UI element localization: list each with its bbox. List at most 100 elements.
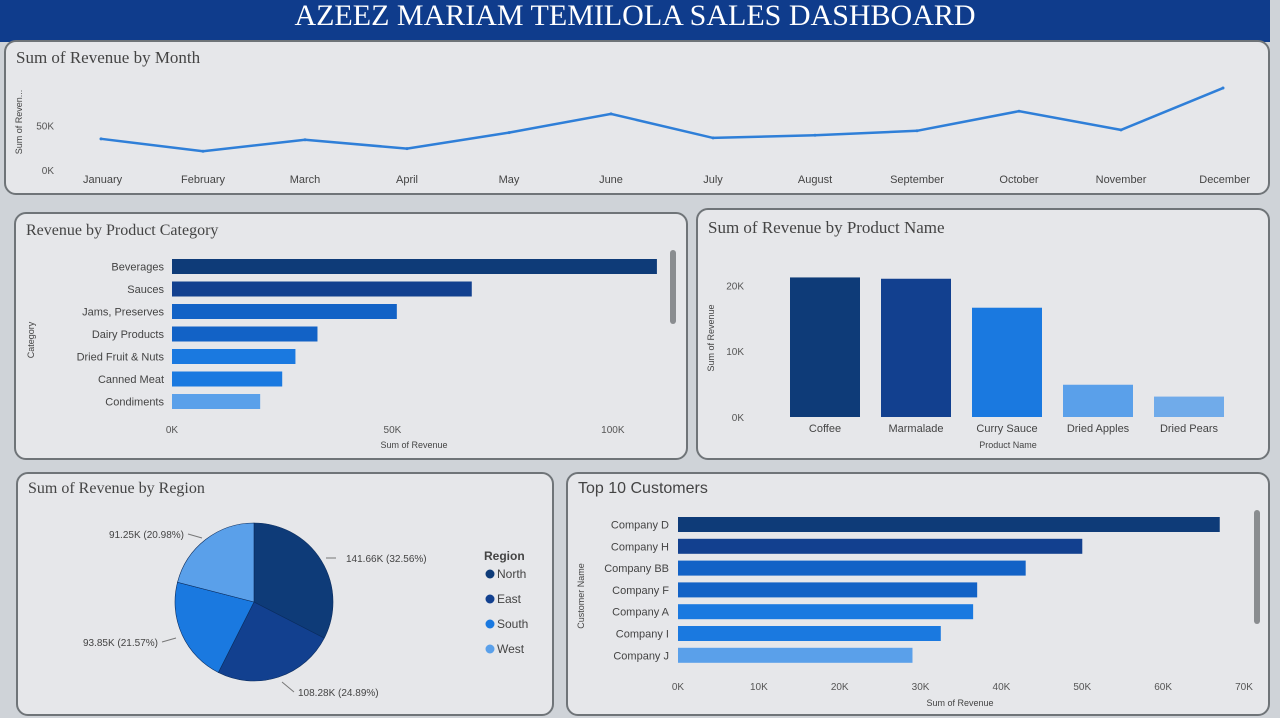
month-data-point (915, 129, 919, 133)
region-data-label: 91.25K (20.98%) (109, 530, 184, 541)
region-data-label: 141.66K (32.56%) (346, 554, 427, 565)
region-leader-line (161, 637, 177, 643)
month-x-tick-label: November (1096, 174, 1147, 186)
customer-bar (678, 560, 1026, 576)
customer-label: Company H (611, 541, 669, 553)
category-bar (172, 371, 283, 387)
product-chart-title: Sum of Revenue by Product Name (708, 218, 945, 237)
customers-x-tick-label: 10K (750, 682, 768, 693)
month-data-point (1221, 86, 1225, 90)
category-x-axis-label: Sum of Revenue (380, 440, 447, 450)
customer-bar (678, 538, 1083, 554)
month-x-tick-label: May (499, 174, 520, 186)
region-legend-label: East (497, 592, 522, 606)
region-legend-marker (485, 569, 495, 579)
region-pie-slice (253, 522, 334, 639)
month-data-point (609, 112, 613, 116)
region-legend-label: North (497, 567, 526, 581)
customer-label: Company D (611, 520, 669, 532)
month-x-tick-label: January (83, 174, 123, 186)
category-bar (172, 281, 472, 297)
category-bar (172, 326, 318, 342)
region-pie-slice (177, 522, 255, 603)
category-scrollbar[interactable] (670, 250, 676, 324)
customer-label: Company J (613, 650, 669, 662)
month-data-point (405, 147, 409, 151)
product-bar (972, 307, 1042, 417)
customer-bar (678, 517, 1220, 532)
category-label: Canned Meat (98, 374, 164, 386)
month-y-tick-label: 0K (42, 166, 55, 177)
product-bar (790, 277, 860, 417)
customer-label: Company BB (604, 563, 669, 575)
month-x-tick-label: July (703, 174, 723, 186)
category-bar (172, 259, 657, 274)
category-bar (172, 349, 296, 364)
month-revenue-card[interactable]: Sum of Revenue by Month Sum of Reven... 0… (4, 40, 1270, 195)
region-legend-label: West (497, 642, 525, 656)
category-x-tick-label: 100K (601, 425, 625, 436)
customer-bar (678, 647, 913, 663)
product-revenue-card[interactable]: Sum of Revenue by Product Name Sum of Re… (696, 208, 1270, 460)
customer-label: Company A (612, 607, 670, 619)
region-pie-slice (174, 581, 255, 673)
category-label: Condiments (105, 397, 164, 409)
product-y-tick-label: 0K (732, 413, 745, 424)
region-pie-slice (217, 601, 325, 682)
month-line-chart: Sum of Reven... 0K 50K January February March… (14, 86, 1250, 186)
month-y-tick-label: 50K (36, 121, 54, 132)
customers-x-tick-label: 30K (912, 682, 930, 693)
month-x-tick-label: June (599, 174, 623, 186)
title-bar (0, 0, 1270, 42)
customer-bar (678, 626, 941, 641)
customers-x-tick-label: 60K (1154, 682, 1172, 693)
customers-y-axis-label: Customer Name (576, 563, 586, 629)
customer-label: Company I (616, 629, 669, 641)
region-legend-title: Region (484, 549, 525, 563)
customer-label: Company F (612, 585, 669, 597)
month-data-point (1017, 109, 1021, 113)
category-label: Sauces (127, 284, 164, 296)
category-label: Dried Fruit & Nuts (77, 352, 165, 364)
month-data-point (99, 137, 103, 141)
product-y-axis-label: Sum of Revenue (706, 304, 716, 371)
product-x-tick-label: Curry Sauce (976, 423, 1037, 435)
region-data-label: 93.85K (21.57%) (83, 638, 158, 649)
month-data-point (507, 131, 511, 135)
region-revenue-card[interactable]: Sum of Revenue by Region 141.66K (32.56%… (16, 472, 554, 716)
category-bar (172, 394, 261, 409)
product-y-tick-label: 20K (726, 281, 744, 292)
month-data-point (813, 133, 817, 137)
region-leader-line (281, 681, 295, 693)
month-x-tick-label: December (1199, 174, 1250, 186)
category-revenue-card[interactable]: Revenue by Product Category Category Beve… (14, 212, 688, 460)
customer-bar (678, 582, 978, 598)
month-data-point (303, 138, 307, 142)
customers-scrollbar[interactable] (1254, 510, 1260, 624)
month-data-point (711, 136, 715, 140)
month-chart-title: Sum of Revenue by Month (16, 48, 201, 67)
category-bar-chart: Category Beverages Sauces Jams, Preserves Da… (26, 259, 657, 450)
month-x-tick-label: February (181, 174, 226, 186)
region-data-label: 108.28K (24.89%) (298, 688, 379, 699)
product-x-tick-label: Marmalade (888, 423, 943, 435)
month-x-tick-label: August (798, 174, 832, 186)
product-x-tick-label: Dried Apples (1067, 423, 1130, 435)
product-y-tick-label: 10K (726, 347, 744, 358)
category-x-tick-label: 50K (384, 425, 402, 436)
product-x-tick-label: Coffee (809, 423, 841, 435)
customers-x-axis-label: Sum of Revenue (926, 698, 993, 708)
category-label: Jams, Preserves (82, 307, 164, 319)
category-x-tick-label: 0K (166, 425, 179, 436)
product-bar (1154, 396, 1224, 417)
customers-x-tick-label: 70K (1235, 682, 1253, 693)
product-x-axis-label: Product Name (979, 440, 1037, 450)
customers-x-tick-label: 50K (1073, 682, 1091, 693)
customers-x-tick-label: 20K (831, 682, 849, 693)
product-bar (881, 278, 951, 417)
month-x-tick-label: October (999, 174, 1038, 186)
category-label: Dairy Products (92, 329, 165, 341)
month-x-tick-label: September (890, 174, 944, 186)
customers-x-tick-label: 0K (672, 682, 685, 693)
